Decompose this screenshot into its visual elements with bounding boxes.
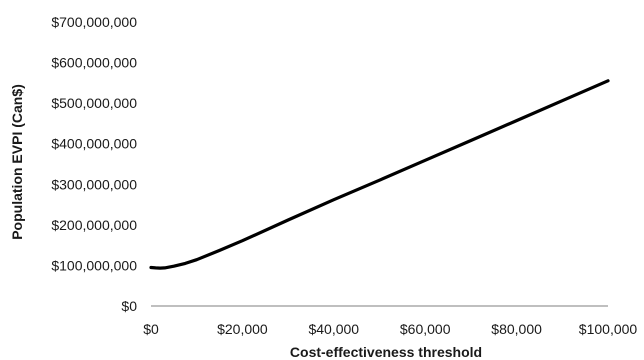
x-tick-label: $40,000 — [308, 321, 359, 337]
y-tick-label: $500,000,000 — [51, 95, 137, 111]
x-tick-label: $100,000 — [579, 321, 638, 337]
y-axis-ticks: $0 $100,000,000 $200,000,000 $300,000,000 $4… — [51, 14, 137, 314]
x-tick-label: $0 — [143, 321, 159, 337]
y-tick-label: $0 — [121, 298, 137, 314]
y-tick-label: $300,000,000 — [51, 176, 137, 192]
x-tick-label: $20,000 — [217, 321, 268, 337]
evpi-series-line — [149, 79, 610, 270]
y-tick-label: $200,000,000 — [51, 217, 137, 233]
y-tick-label: $600,000,000 — [51, 55, 137, 71]
x-tick-label: $80,000 — [491, 321, 542, 337]
x-axis-ticks: $0 $20,000 $40,000 $60,000 $80,000 $100,000 — [143, 321, 637, 337]
y-tick-label: $400,000,000 — [51, 136, 137, 152]
x-axis-label: Cost-effectiveness threshold — [290, 344, 482, 360]
y-tick-label: $100,000,000 — [51, 257, 137, 273]
y-axis-label: Population EVPI (Can$) — [9, 84, 25, 240]
x-tick-label: $60,000 — [400, 321, 451, 337]
y-tick-label: $700,000,000 — [51, 14, 137, 30]
